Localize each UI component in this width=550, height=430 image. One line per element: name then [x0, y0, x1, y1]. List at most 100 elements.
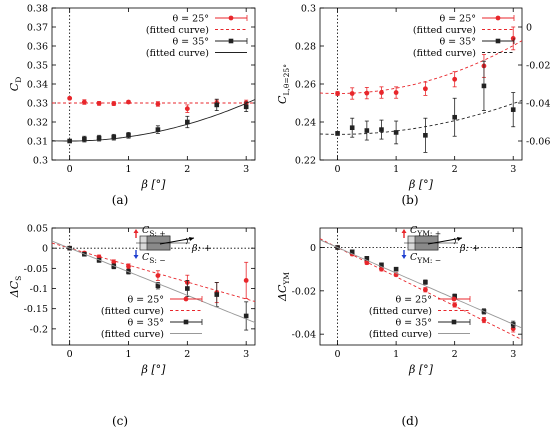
p0-point-circle [155, 101, 161, 107]
p3-inset-up-label-sub: YM: + [416, 229, 441, 238]
p2-point-square [185, 286, 190, 291]
p2-inset-down-arrowhead [133, 255, 139, 259]
p1-xtick-label: 2 [452, 164, 458, 175]
p1-point-square [349, 125, 355, 130]
p1-legend-label: θ = 35° [439, 37, 476, 48]
p2-point-square [214, 292, 220, 297]
p3-inset-down-label-main: C [410, 252, 418, 263]
p3-xtick-label: 1 [393, 349, 399, 360]
panel-a: 0 1 2 3 0.3 0.31 0.32 0.33 0.34 0.35 0.36 0.37 0.38 β… [8, 4, 256, 191]
p0-xtick-label: 2 [184, 164, 190, 175]
p3-point-square [452, 293, 457, 299]
p1-point-square [393, 130, 399, 135]
p1-point-circle [364, 90, 370, 96]
p2-legend-marker [183, 319, 189, 325]
p2-ytick-label: -0.15 [24, 304, 48, 315]
p0-point-square [185, 119, 190, 125]
p0-point-circle [96, 100, 102, 106]
p2-plot-frame [51, 227, 256, 346]
p1-point-circle [349, 91, 355, 96]
p3-legend-label: θ = 35° [395, 318, 432, 329]
p3-inset-up-label-main: C [410, 225, 418, 236]
p0-ytick-label: 0.33 [27, 99, 48, 110]
p1-point-square [379, 127, 384, 132]
p3-point-square [423, 279, 428, 285]
p1-point-circle [452, 76, 458, 82]
p3-ylabel: ΔCYM [276, 272, 291, 302]
p3-legend: θ = 25°(fitted curve)θ = 35°(fitted curv… [369, 295, 471, 340]
p1-legend-marker [495, 38, 501, 44]
p3-point-circle [452, 302, 458, 308]
p1-xtick-label: 1 [393, 164, 399, 175]
p3-legend-label: (fitted curve) [369, 306, 432, 317]
p2-inset-down-label-sub: S: − [149, 256, 165, 265]
p1-ylabel-main: C [276, 95, 289, 104]
p0-legend-label: θ = 25° [172, 14, 209, 25]
p1-point-circle [422, 86, 428, 92]
p0-ytick-label: 0.36 [27, 42, 48, 53]
p1-xtick-label: 0 [335, 164, 341, 175]
p0-fit-curve-3 [51, 99, 256, 142]
p2-xtick-label: 2 [184, 349, 190, 360]
p2-xtick-label: 0 [67, 349, 73, 360]
p1-ytick-label: 0.26 [295, 80, 316, 91]
p1-point-circle [510, 36, 516, 41]
p1-point-square [452, 114, 457, 120]
p1-fit-curve-3 [319, 99, 523, 135]
p2-point-square [155, 283, 161, 288]
p0-point-circle [81, 99, 87, 105]
p2-ytick-label: -0.2 [30, 324, 48, 335]
p2-inset-down-label-main: C [142, 252, 150, 263]
p1-point-square [423, 133, 428, 138]
p2-ylabel-sub: S [14, 276, 23, 281]
p2-ytick-label: -0.05 [24, 264, 48, 275]
p0-point-circle [126, 99, 131, 105]
p0-xtick-label: 0 [67, 164, 73, 175]
p1-point-square [335, 131, 340, 136]
p1-point-circle [379, 90, 384, 95]
p1-point-square [510, 107, 516, 112]
p1-ytick-label: 0.3 [301, 4, 316, 15]
panel-label-b: (b) [401, 193, 418, 207]
p3-legend-marker [451, 296, 457, 302]
p3-ylabel-main: ΔC [276, 284, 289, 302]
p3-xtick-label: 2 [452, 349, 458, 360]
p3-ylabel-sub: YM [282, 272, 291, 286]
p1-ytick-right-label: -0.02 [526, 61, 550, 72]
p2-inset-beta-arc [185, 237, 188, 245]
p2-legend-label: θ = 35° [127, 318, 164, 329]
p3-legend-label: θ = 25° [395, 295, 432, 306]
p0-legend-marker [228, 15, 234, 21]
p2-inset-up-label-main: C [142, 225, 150, 236]
p3-inset-down-label: CYM: − [410, 252, 441, 265]
p1-legend-label: (fitted curve) [413, 25, 476, 36]
p3-inset-down-arrowhead [401, 255, 407, 259]
p0-ytick-label: 0.37 [27, 23, 48, 34]
p2-legend-marker [183, 296, 189, 302]
p1-ytick-right-label: 0 [526, 23, 532, 34]
p0-legend-label: (fitted curve) [146, 48, 209, 59]
p0-point-circle [111, 101, 117, 106]
p0-point-square [155, 127, 161, 132]
p0-point-square [111, 134, 117, 140]
p0-legend: θ = 25°(fitted curve)θ = 35°(fitted curv… [146, 14, 248, 59]
p3-point-square [349, 249, 355, 255]
p1-point-circle [393, 90, 399, 95]
p0-point-circle [67, 95, 73, 101]
p0-ytick-label: 0.35 [27, 61, 48, 72]
p1-ylabel: CL,θ=25° [276, 64, 291, 104]
p0-point-square [96, 135, 102, 141]
p3-fit-curve-1 [319, 238, 523, 341]
p1-point-square [481, 83, 487, 89]
p1-ytick-label: 0.24 [295, 118, 316, 129]
p2-fit-curve-3 [51, 240, 256, 323]
p2-point-circle [111, 259, 117, 265]
p1-legend-marker [495, 15, 501, 21]
p2-legend-label: (fitted curve) [101, 306, 164, 317]
p2-legend-label: (fitted curve) [101, 329, 164, 340]
p2-ylabel: ΔCS [8, 276, 23, 299]
p2-ytick-label: 0.05 [27, 224, 48, 235]
p3-plot-frame [319, 227, 523, 346]
p2-point-circle [243, 278, 249, 283]
p3-ytick-label: -0.04 [292, 330, 316, 341]
